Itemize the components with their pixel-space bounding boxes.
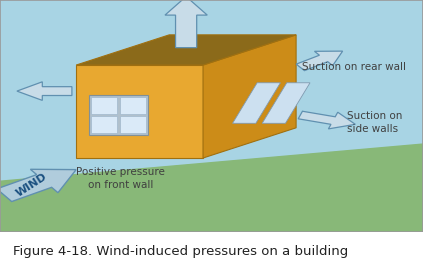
Bar: [89, 95, 148, 135]
Text: Suction on rear wall: Suction on rear wall: [302, 62, 406, 72]
Bar: [91, 116, 117, 133]
Text: Suction on
side walls: Suction on side walls: [347, 111, 402, 134]
Polygon shape: [76, 65, 203, 158]
FancyArrow shape: [0, 169, 76, 202]
FancyArrow shape: [165, 0, 207, 48]
Bar: [120, 116, 146, 133]
Polygon shape: [262, 83, 310, 123]
Bar: [91, 97, 117, 114]
Text: WIND: WIND: [14, 172, 49, 199]
Polygon shape: [233, 83, 280, 123]
FancyArrow shape: [17, 82, 72, 100]
FancyArrow shape: [296, 51, 343, 71]
Polygon shape: [0, 144, 423, 232]
Text: Positive pressure
on front wall: Positive pressure on front wall: [76, 167, 165, 190]
Polygon shape: [76, 35, 296, 65]
Polygon shape: [203, 35, 296, 158]
FancyArrow shape: [298, 111, 355, 129]
Bar: [120, 97, 146, 114]
Text: Figure 4-18. Wind-induced pressures on a building: Figure 4-18. Wind-induced pressures on a…: [13, 245, 348, 258]
